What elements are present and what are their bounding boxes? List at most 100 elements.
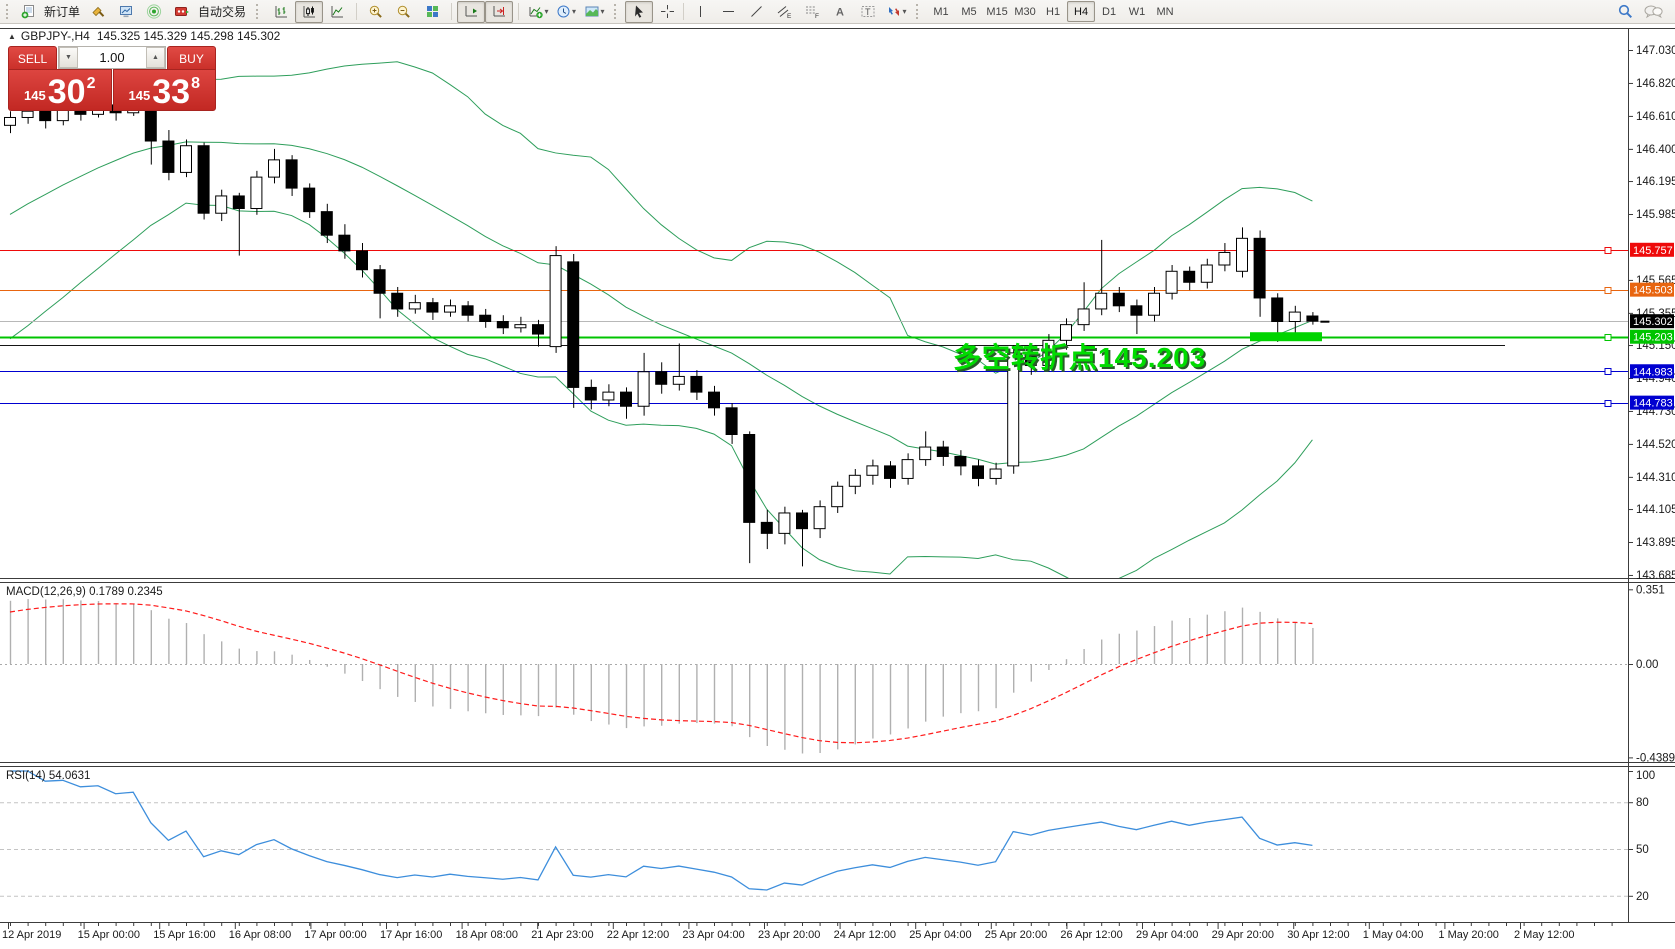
auto-scroll-button[interactable] [457, 0, 486, 23]
fibonacci-button[interactable]: F [798, 1, 826, 23]
candle [848, 469, 861, 495]
equidistant-channel-button[interactable]: E [770, 1, 798, 23]
tile-windows-button[interactable] [418, 1, 446, 23]
candle [1306, 312, 1319, 325]
toolbar-group-chart-type [264, 0, 354, 23]
candle [690, 370, 703, 400]
toolbar-group-trade: 新订单 自动交易 [0, 0, 253, 23]
arrows-button[interactable]: ▾ [882, 1, 910, 23]
cursor-button[interactable] [625, 0, 654, 23]
chat-button[interactable] [1639, 1, 1667, 23]
candle [1148, 286, 1160, 322]
timeframe-D1[interactable]: D1 [1102, 5, 1117, 18]
volume-input[interactable]: 1.00 [78, 47, 146, 68]
templates-button[interactable]: ▾ [580, 1, 608, 23]
tile-windows-icon [426, 6, 438, 17]
toolbar-grip [916, 4, 921, 19]
candle [1024, 346, 1037, 375]
chart-shift-button[interactable] [485, 0, 514, 23]
time-label: 24 Apr 12:00 [834, 929, 896, 941]
time-label: 25 Apr 04:00 [909, 929, 971, 941]
line-chart-button[interactable] [323, 1, 351, 23]
macd-main-value: 0.1789 [89, 586, 125, 598]
timeframe-M1[interactable]: M1 [933, 5, 949, 18]
candle [954, 450, 967, 476]
chat-icon [1644, 5, 1663, 18]
crosshair-button[interactable] [653, 1, 681, 23]
macd-name: MACD(12,26,9) [6, 586, 86, 598]
one-click-trade-panel: SELL ▼ 1.00 ▲ BUY 145 30 2 145 33 8 [8, 46, 216, 111]
zoom-out-button[interactable] [390, 1, 418, 23]
bar-chart-button[interactable] [267, 1, 295, 23]
periods-button[interactable]: ▾ [552, 1, 580, 23]
candle [232, 192, 245, 256]
price-tick-label: 144.310 [1636, 472, 1675, 484]
buy-price-button[interactable]: 145 33 8 [112, 69, 216, 111]
volume-decrease-button[interactable]: ▼ [59, 47, 78, 68]
timeframe-MN[interactable]: MN [1156, 5, 1174, 18]
rsi-axis: 100 80 50 20 [1628, 770, 1655, 903]
chart-title: ▲ GBPJPY-,H4 145.325 145.329 145.298 145… [8, 29, 280, 43]
timeframe-H1[interactable]: H1 [1046, 5, 1061, 18]
auto-trading-button[interactable] [168, 1, 196, 23]
text-label-button[interactable]: T [854, 1, 882, 23]
toolbar-grip [256, 4, 261, 19]
new-order-label[interactable]: 新订单 [44, 5, 81, 19]
signals-button[interactable] [140, 1, 168, 23]
search-button[interactable] [1611, 1, 1639, 23]
toolbar-group-objects: E F A T ▾ [622, 0, 913, 23]
svg-text:144.983: 144.983 [1633, 366, 1673, 378]
time-label: 29 Apr 04:00 [1136, 929, 1198, 941]
sell-button[interactable]: SELL [8, 46, 57, 71]
sell-price-button[interactable]: 145 30 2 [8, 69, 112, 111]
svg-text:144.783: 144.783 [1633, 398, 1673, 410]
timeframe-M30[interactable]: M30 [1014, 5, 1036, 18]
time-label: 16 Apr 08:00 [229, 929, 291, 941]
timeframe-M15[interactable]: M15 [986, 5, 1008, 18]
price-line-144.783[interactable] [0, 400, 1628, 407]
rsi-value: 54.0631 [48, 770, 91, 782]
candle [620, 387, 632, 419]
price-line-144.983[interactable] [0, 368, 1628, 375]
timeframe-M5[interactable]: M5 [961, 5, 977, 18]
terminal-button[interactable] [112, 1, 140, 23]
candle [866, 459, 879, 485]
macd-indicator-label: MACD(12,26,9) 0.1789 0.2345 [6, 586, 163, 598]
trendline-icon [750, 6, 762, 17]
candle [426, 297, 439, 320]
auto-trading-label[interactable]: 自动交易 [198, 5, 247, 19]
volume-increase-button[interactable]: ▲ [146, 47, 165, 68]
candlestick-chart-button[interactable] [295, 0, 324, 23]
candle [743, 431, 756, 564]
new-order-button[interactable] [14, 1, 42, 23]
candle [320, 203, 333, 244]
indicators-button[interactable]: ▾ [524, 1, 552, 23]
rsi-line [10, 770, 1313, 891]
svg-text:0.00: 0.00 [1636, 659, 1658, 671]
horizontal-line-button[interactable] [714, 1, 742, 23]
zoom-in-button[interactable] [362, 1, 390, 23]
candle [1130, 299, 1143, 335]
svg-text:0.351: 0.351 [1636, 584, 1665, 596]
time-label: 17 Apr 16:00 [380, 929, 442, 941]
time-label: 15 Apr 16:00 [153, 929, 215, 941]
zoom-out-icon [397, 5, 410, 18]
text-button[interactable]: A [826, 1, 854, 23]
macd-signal-value: 0.2345 [127, 586, 163, 598]
timeframe-H4[interactable]: H4 [1067, 1, 1096, 22]
timeframe-W1[interactable]: W1 [1128, 5, 1146, 18]
price-line-145.757[interactable] [0, 247, 1628, 254]
price-line-145.203[interactable] [0, 334, 1628, 341]
hammer-button[interactable] [84, 1, 112, 23]
vertical-line-button[interactable] [686, 1, 714, 23]
collapse-panel-icon[interactable]: ▲ [8, 31, 16, 41]
trendline-button[interactable] [742, 1, 770, 23]
buy-button[interactable]: BUY [167, 46, 216, 71]
svg-text:50: 50 [1636, 844, 1649, 856]
time-label: 12 Apr 2019 [2, 929, 61, 941]
price-axis: 147.030 146.820 146.610 146.400 146.195 145.9… [1628, 45, 1675, 582]
price-line-145.503[interactable] [0, 287, 1628, 294]
dropdown-caret-icon: ▾ [600, 7, 605, 16]
buy-price-pip: 8 [191, 75, 200, 92]
candle [268, 148, 280, 184]
